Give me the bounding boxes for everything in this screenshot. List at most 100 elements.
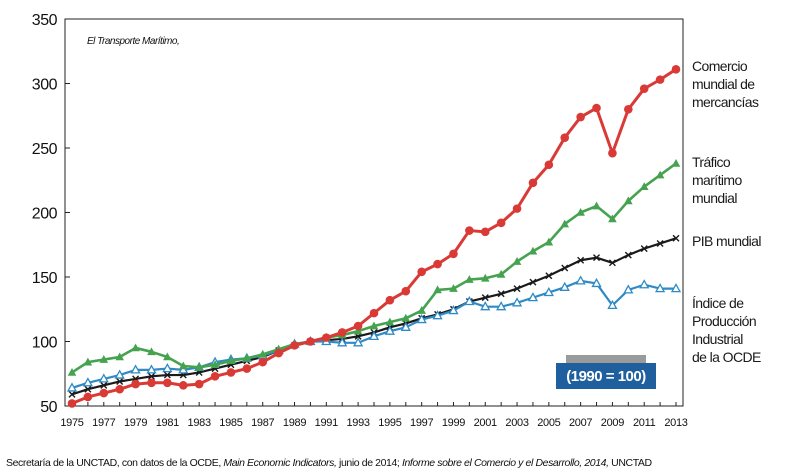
data-point (147, 347, 156, 356)
legend-label-shipping: Tráfico marítimo mundial (692, 154, 742, 206)
data-point (496, 301, 507, 311)
data-point (449, 249, 458, 259)
data-point (670, 283, 682, 293)
data-point (417, 306, 426, 314)
y-tick-label: 50 (40, 399, 57, 416)
data-point (401, 286, 411, 296)
data-point (639, 84, 649, 93)
data-point (576, 208, 585, 216)
data-point (116, 377, 124, 385)
data-point (226, 356, 236, 365)
data-point (512, 204, 522, 213)
data-point (99, 388, 109, 398)
data-point (449, 284, 458, 292)
data-point (162, 363, 173, 373)
data-point (337, 328, 347, 337)
data-point (561, 264, 569, 272)
y-tick-label: 100 (32, 335, 58, 352)
data-point (480, 227, 490, 237)
x-tick-label: 2009 (601, 417, 624, 429)
data-point (512, 257, 522, 265)
data-point (432, 310, 443, 320)
x-tick-label: 1977 (92, 417, 115, 429)
data-point (592, 201, 601, 210)
data-point (480, 301, 491, 311)
data-point (528, 178, 538, 188)
data-point (656, 239, 664, 247)
x-tick-label: 1995 (378, 417, 401, 429)
data-point (83, 392, 93, 402)
data-point (655, 283, 666, 293)
data-point (560, 133, 570, 142)
data-point (384, 325, 395, 335)
legend-label-trade: Comercio mundial de mercancías (692, 58, 759, 110)
data-point (401, 313, 411, 322)
data-point (115, 352, 124, 361)
x-tick-label: 1989 (283, 417, 306, 429)
source-suffix: UNCTAD (611, 457, 652, 469)
data-point (147, 378, 156, 388)
x-tick-label: 1987 (251, 417, 274, 429)
x-tick-label: 2011 (633, 417, 656, 429)
x-tick-label: 2007 (569, 417, 592, 429)
data-point (623, 284, 634, 294)
source-note: Secretaría de la UNCTAD, con datos de la… (6, 457, 652, 469)
data-point (624, 196, 633, 205)
data-point (576, 112, 585, 122)
source-italic-2: Informe sobre el Comercio y el Desarroll… (401, 457, 609, 469)
chart-inner-title: El Transporte Marítimo, (87, 36, 180, 47)
data-point (544, 237, 554, 246)
data-point (465, 226, 474, 235)
data-point (480, 273, 490, 282)
data-point (496, 269, 506, 278)
legend-label-gdp: PIB mundial (692, 233, 761, 249)
base-year-badge: (1990 = 100) (556, 355, 656, 389)
data-point (624, 251, 632, 259)
x-tick-label: 2005 (537, 417, 560, 429)
data-point (84, 385, 92, 393)
source-middle: junio de 2014; (339, 457, 400, 469)
data-point (575, 275, 586, 285)
data-point (67, 367, 77, 376)
source-italic-1: Main Economic Indicators, (223, 457, 337, 469)
data-point (511, 297, 523, 307)
data-point (400, 321, 411, 331)
data-point (624, 105, 633, 114)
data-point (258, 349, 268, 358)
data-point (322, 333, 331, 342)
series-lines (66, 65, 682, 408)
data-point (146, 364, 157, 374)
data-point (274, 348, 283, 358)
data-point (448, 305, 459, 315)
data-point (545, 272, 553, 280)
data-point (592, 103, 601, 113)
data-point (163, 352, 172, 361)
data-point (67, 399, 77, 408)
data-point (100, 381, 108, 389)
data-point (671, 65, 681, 74)
data-point (147, 372, 155, 380)
data-point (82, 377, 93, 387)
data-point (226, 368, 236, 377)
data-point (417, 267, 426, 277)
data-point (115, 384, 124, 394)
data-point (306, 337, 315, 346)
data-point (210, 372, 220, 381)
data-point (577, 256, 585, 264)
data-point (290, 341, 299, 350)
y-tick-label: 350 (32, 12, 58, 29)
data-point (560, 219, 570, 228)
x-tick-label: 1993 (346, 417, 369, 429)
data-point (353, 326, 363, 335)
data-point (655, 170, 665, 179)
data-point (353, 337, 364, 347)
data-point (513, 285, 521, 293)
data-point (529, 278, 537, 286)
data-point (608, 259, 616, 267)
x-tick-label: 1979 (124, 417, 147, 429)
data-point (496, 218, 506, 228)
data-point (385, 295, 395, 305)
source-prefix: Secretaría de la UNCTAD, con datos de la… (6, 457, 221, 469)
base-year-label: (1990 = 100) (566, 367, 646, 385)
